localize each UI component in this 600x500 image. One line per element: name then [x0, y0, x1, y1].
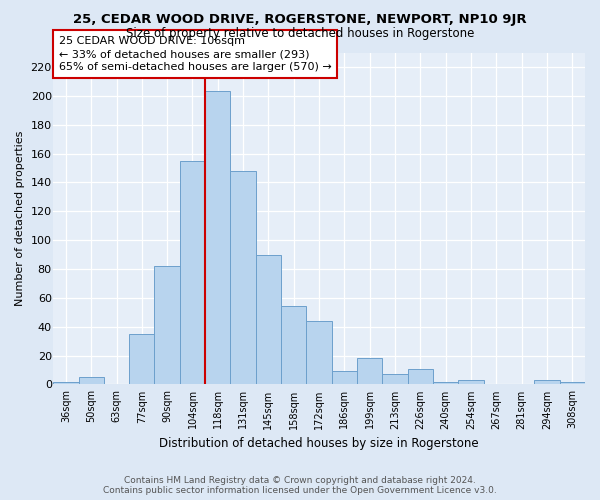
Bar	[154, 266, 180, 384]
Text: Size of property relative to detached houses in Rogerstone: Size of property relative to detached ho…	[126, 28, 474, 40]
Bar	[408, 368, 433, 384]
Bar	[256, 254, 281, 384]
Bar	[382, 374, 408, 384]
Text: 25, CEDAR WOOD DRIVE, ROGERSTONE, NEWPORT, NP10 9JR: 25, CEDAR WOOD DRIVE, ROGERSTONE, NEWPOR…	[73, 12, 527, 26]
Text: 25 CEDAR WOOD DRIVE: 106sqm
← 33% of detached houses are smaller (293)
65% of se: 25 CEDAR WOOD DRIVE: 106sqm ← 33% of det…	[59, 36, 331, 72]
Bar	[281, 306, 307, 384]
Y-axis label: Number of detached properties: Number of detached properties	[15, 131, 25, 306]
Bar	[230, 171, 256, 384]
Bar	[535, 380, 560, 384]
Bar	[307, 321, 332, 384]
Bar	[332, 372, 357, 384]
X-axis label: Distribution of detached houses by size in Rogerstone: Distribution of detached houses by size …	[159, 437, 479, 450]
Bar	[79, 377, 104, 384]
Bar	[129, 334, 154, 384]
Bar	[53, 382, 79, 384]
Bar	[205, 92, 230, 385]
Bar	[180, 160, 205, 384]
Bar	[458, 380, 484, 384]
Text: Contains HM Land Registry data © Crown copyright and database right 2024.
Contai: Contains HM Land Registry data © Crown c…	[103, 476, 497, 495]
Bar	[357, 358, 382, 384]
Bar	[433, 382, 458, 384]
Bar	[560, 382, 585, 384]
